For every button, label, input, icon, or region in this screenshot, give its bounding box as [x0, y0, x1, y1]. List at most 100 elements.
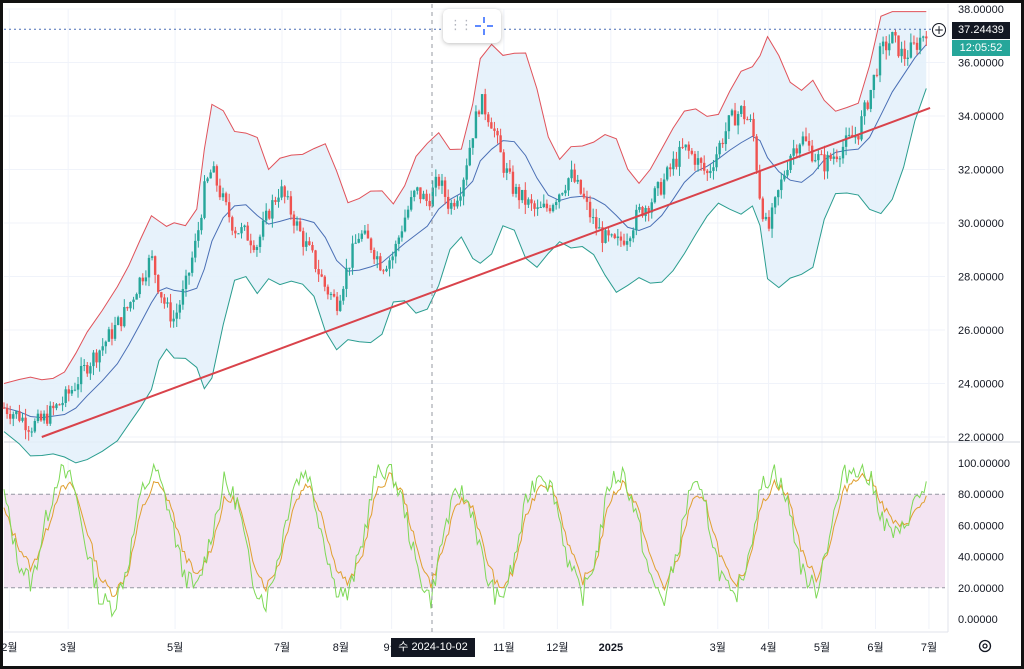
candle-body [672, 158, 675, 170]
candle-body [12, 414, 15, 419]
candle-body [681, 146, 684, 148]
candle-body [317, 269, 320, 275]
trend-line[interactable] [41, 107, 931, 438]
candle-body [730, 110, 734, 116]
candle-body [197, 230, 200, 241]
candle-body [175, 312, 178, 319]
candle-body [736, 113, 740, 126]
candle-body [24, 417, 27, 431]
candle-body [459, 196, 462, 201]
candle-body [298, 221, 302, 232]
candle-body [903, 48, 906, 59]
candle-body [502, 152, 505, 173]
candle-body [419, 187, 422, 200]
bollinger-lower-line [3, 88, 927, 464]
candle-body [709, 170, 712, 174]
candle-body [132, 299, 135, 303]
candle-body [542, 203, 546, 208]
candle-body [539, 207, 542, 209]
candle-body [409, 197, 413, 210]
candle-body [30, 431, 33, 433]
candle-body [847, 134, 851, 136]
candle-body [15, 411, 18, 415]
candle-body [184, 275, 188, 289]
candle-body [622, 240, 626, 245]
price-axis-label: 26.00000 [958, 325, 1004, 337]
candle-body [400, 231, 404, 238]
candle-body [440, 180, 444, 186]
candle-body [925, 36, 928, 39]
last-price-badge: 37.24439 [952, 22, 1010, 39]
candle-body [107, 329, 111, 342]
candle-body [678, 146, 681, 167]
candle-body [656, 182, 660, 189]
candle-body [308, 241, 311, 245]
candle-body [302, 231, 305, 247]
candle-body [527, 199, 530, 205]
candle-body [662, 179, 666, 195]
gear-icon[interactable] [977, 638, 993, 654]
candle-body [406, 209, 410, 218]
candle-body [900, 48, 903, 57]
plus-circle-icon[interactable]: + [932, 23, 946, 37]
candle-body [391, 256, 394, 261]
candle-body [632, 230, 635, 239]
candle-body [595, 217, 598, 229]
price-axis-label: 22.00000 [958, 432, 1004, 444]
candle-body [354, 242, 357, 244]
candle-body [2, 407, 6, 409]
candle-body [918, 37, 922, 50]
candle-body [33, 421, 37, 432]
candle-body [138, 277, 141, 295]
candle-body [727, 115, 731, 132]
candle-body [832, 156, 835, 159]
candle-body [320, 274, 323, 277]
candle-body [872, 74, 876, 90]
crosshair-tool-icon[interactable] [473, 15, 495, 37]
candle-body [524, 189, 527, 205]
candle-body [644, 208, 647, 217]
candle-body [869, 89, 872, 109]
floating-toolbar[interactable]: ⋮⋮ [443, 9, 501, 43]
candle-body [487, 114, 490, 123]
candle-body [190, 257, 194, 273]
candle-body [178, 304, 182, 313]
candle-body [604, 230, 607, 243]
candle-body [104, 341, 107, 347]
candle-body [471, 138, 475, 148]
candle-body [123, 307, 126, 327]
candle-body [379, 256, 382, 271]
candle-body [545, 203, 549, 209]
oscillator-axis-label: 40.00000 [958, 552, 1004, 564]
candle-body [403, 217, 407, 232]
candle-body [366, 230, 370, 239]
candle-body [755, 136, 758, 171]
candle-body [126, 307, 129, 309]
drag-handle-icon[interactable]: ⋮⋮ [449, 18, 473, 33]
candle-body [268, 210, 271, 219]
candle-body [761, 198, 765, 220]
candle-body [434, 176, 438, 188]
price-axis-label: 38.00000 [958, 4, 1004, 16]
candle-body [224, 193, 228, 203]
candle-body [746, 119, 749, 121]
time-axis-label: 2월 [1, 641, 17, 654]
candle-body [807, 140, 811, 146]
candle-body [231, 217, 234, 231]
candle-body [582, 193, 586, 198]
candle-body [598, 227, 601, 229]
candle-body [480, 94, 484, 115]
candle-body [508, 168, 512, 172]
candle-body [551, 205, 555, 212]
candle-body [283, 186, 286, 197]
candle-body [95, 352, 98, 363]
candle-body [160, 292, 163, 298]
candle-body [42, 413, 46, 421]
candle-body [332, 293, 336, 297]
candle-body [548, 208, 552, 212]
candle-body [443, 180, 447, 197]
candle-body [348, 267, 351, 269]
candle-body [625, 241, 629, 245]
candle-body [792, 148, 795, 156]
